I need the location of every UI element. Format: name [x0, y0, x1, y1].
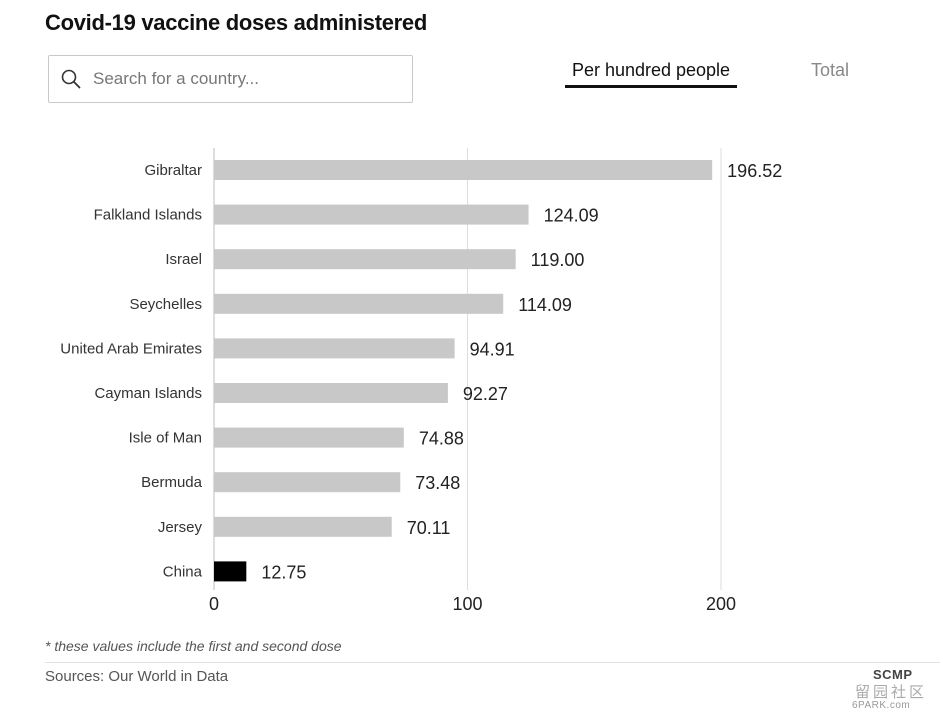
scmp-logo: SCMP — [873, 667, 913, 682]
bar — [214, 472, 401, 493]
x-tick-label: 100 — [452, 594, 482, 614]
data-label: 92.27 — [463, 384, 508, 404]
sources-text: Sources: Our World in Data — [45, 668, 229, 685]
tab-per-hundred-people[interactable]: Per hundred people — [565, 60, 737, 88]
tab-total[interactable]: Total — [811, 60, 850, 80]
category-label: United Arab Emirates — [60, 340, 202, 357]
bar — [214, 427, 404, 448]
chart-title: Covid-19 vaccine doses administered — [45, 10, 427, 35]
bar — [214, 561, 247, 582]
data-label: 196.52 — [727, 161, 782, 181]
bar — [214, 160, 713, 180]
category-label: Jersey — [158, 519, 203, 536]
data-label: 119.00 — [531, 250, 585, 270]
bar — [214, 204, 529, 225]
watermark-url: 6PARK.com — [852, 700, 911, 711]
x-tick-label: 200 — [706, 594, 736, 614]
category-label: Gibraltar — [144, 162, 202, 179]
footnote: * these values include the first and sec… — [45, 638, 342, 654]
data-label: 74.88 — [419, 429, 464, 449]
data-label: 94.91 — [470, 339, 515, 359]
category-label: Bermuda — [141, 474, 203, 491]
data-label: 73.48 — [415, 473, 460, 493]
data-label: 124.09 — [544, 206, 599, 226]
bar-chart: 0 100 200 Gibraltar 196.52 Falkland Islands 12… — [60, 148, 782, 614]
bar — [214, 249, 516, 270]
bar — [214, 516, 392, 537]
bar — [214, 383, 448, 403]
category-label: Isle of Man — [129, 430, 202, 447]
watermark: 留园社区 — [855, 683, 928, 701]
x-tick-label: 0 — [209, 594, 219, 614]
search-box[interactable] — [48, 55, 413, 103]
data-label: 12.75 — [261, 562, 306, 582]
search-icon — [60, 68, 82, 90]
bar — [214, 338, 455, 359]
data-label: 70.11 — [407, 518, 451, 538]
category-label: Falkland Islands — [94, 207, 202, 224]
category-label: Cayman Islands — [94, 385, 202, 402]
category-label: Israel — [165, 251, 202, 268]
bar — [214, 293, 504, 314]
category-label: Seychelles — [129, 296, 202, 313]
divider — [45, 662, 940, 663]
category-label: China — [163, 563, 203, 580]
data-label: 114.09 — [518, 295, 572, 315]
search-input[interactable] — [93, 69, 383, 89]
